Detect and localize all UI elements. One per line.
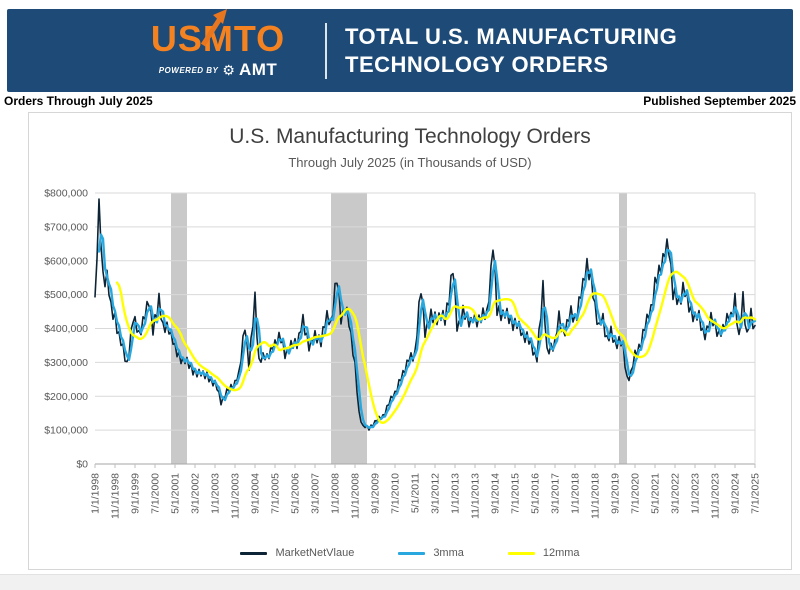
y-axis-tick-label: $400,000 bbox=[44, 323, 88, 335]
x-axis-tick-label: 9/1/2019 bbox=[610, 473, 622, 514]
x-axis-tick-label: 11/1/2003 bbox=[230, 473, 242, 519]
x-axis-tick-label: 1/1/2013 bbox=[450, 473, 462, 514]
x-axis-tick-label: 3/1/2017 bbox=[550, 473, 562, 514]
legend-swatch bbox=[398, 551, 426, 555]
x-axis-tick-label: 3/1/2012 bbox=[430, 473, 442, 514]
page-footer-strip bbox=[0, 574, 800, 590]
x-axis-tick-label: 9/1/2024 bbox=[730, 473, 742, 514]
x-axis-tick-label: 7/1/2000 bbox=[150, 473, 162, 514]
x-axis-tick-label: 1/1/2018 bbox=[570, 473, 582, 514]
y-axis-tick-label: $800,000 bbox=[44, 188, 88, 200]
legend-label: 12mma bbox=[542, 547, 580, 559]
x-axis-tick-label: 9/1/2014 bbox=[490, 473, 502, 514]
chart-title: U.S. Manufacturing Technology Orders bbox=[229, 125, 591, 148]
series-3mma bbox=[97, 233, 757, 429]
y-axis-tick-label: $300,000 bbox=[44, 357, 88, 369]
y-axis-tick-label: $200,000 bbox=[44, 391, 88, 403]
x-axis-tick-label: 5/1/2011 bbox=[410, 473, 422, 513]
y-axis-tick-label: $0 bbox=[76, 459, 88, 471]
y-axis-tick-label: $600,000 bbox=[44, 255, 88, 267]
x-axis-tick-label: 1/1/2008 bbox=[330, 473, 342, 514]
orders-through-label: Orders Through July 2025 bbox=[4, 94, 153, 108]
legend-swatch bbox=[507, 551, 535, 555]
x-axis-tick-label: 9/1/2009 bbox=[370, 473, 382, 514]
chart-panel: $0 $100,000 $200,000 $300,000 $400,000 $500,0… bbox=[28, 112, 792, 570]
x-axis-tick-label: 5/1/2016 bbox=[530, 473, 542, 514]
legend: MarketNetVlaue 3mma 12mma bbox=[29, 547, 791, 559]
x-axis-tick-label: 3/1/2002 bbox=[190, 473, 202, 514]
x-axis-tick-label: 9/1/2004 bbox=[250, 473, 262, 514]
x-axis-tick-label: 7/1/2005 bbox=[270, 473, 282, 514]
x-axis-tick-label: 11/1/2008 bbox=[350, 473, 362, 519]
orders-line-chart: $0 $100,000 $200,000 $300,000 $400,000 $500,0… bbox=[44, 188, 762, 519]
x-axis-tick-label: 5/1/2001 bbox=[170, 473, 182, 514]
x-axis-tick-label: 11/1/2023 bbox=[710, 473, 722, 519]
published-date-label: Published September 2025 bbox=[643, 94, 796, 108]
x-axis-tick-label: 7/1/2020 bbox=[630, 473, 642, 514]
x-axis-tick-label: 11/1/2013 bbox=[470, 473, 482, 519]
x-axis-tick-label: 3/1/2022 bbox=[670, 473, 682, 514]
app-header: USMTO POWERED BY ⚙ AMT TOTAL U.S. MANUFA… bbox=[7, 9, 793, 92]
series-12mma bbox=[115, 270, 757, 424]
legend-item: 12mma bbox=[507, 547, 580, 559]
x-axis-tick-label: 11/1/2018 bbox=[590, 473, 602, 519]
y-axis-tick-label: $700,000 bbox=[44, 221, 88, 233]
x-axis-tick-label: 7/1/2015 bbox=[510, 473, 522, 514]
legend-label: MarketNetVlaue bbox=[275, 547, 355, 559]
x-axis-tick-label: 5/1/2006 bbox=[290, 473, 302, 514]
chart-subtitle: Through July 2025 (in Thousands of USD) bbox=[288, 155, 532, 170]
x-axis-tick-label: 7/1/2025 bbox=[750, 473, 762, 514]
powered-by-label: POWERED BY bbox=[158, 65, 219, 75]
header-title-line1: TOTAL U.S. MANUFACTURING bbox=[345, 24, 678, 49]
header-divider bbox=[325, 22, 327, 79]
amt-wordmark: AMT bbox=[238, 60, 278, 79]
usmto-logo: USMTO POWERED BY ⚙ AMT bbox=[125, 9, 311, 80]
arrow-up-icon bbox=[200, 9, 227, 47]
y-axis-tick-label: $100,000 bbox=[44, 425, 88, 437]
header-title: TOTAL U.S. MANUFACTURING TECHNOLOGY ORDE… bbox=[345, 23, 677, 78]
header-title-line2: TECHNOLOGY ORDERS bbox=[345, 51, 609, 77]
legend-label: 3mma bbox=[433, 547, 464, 559]
x-axis-tick-label: 1/1/2003 bbox=[210, 473, 222, 514]
legend-swatch bbox=[240, 551, 268, 555]
x-axis-tick-label: 1/1/2023 bbox=[690, 473, 702, 514]
x-axis-tick-label: 5/1/2021 bbox=[650, 473, 662, 514]
x-axis-tick-label: 9/1/1999 bbox=[130, 473, 142, 514]
legend-item: MarketNetVlaue bbox=[240, 547, 354, 559]
gear-icon: ⚙ bbox=[222, 62, 235, 78]
x-axis-tick-label: 11/1/1998 bbox=[110, 473, 122, 519]
x-axis-tick-label: 7/1/2010 bbox=[390, 473, 402, 514]
legend-item: 3mma bbox=[398, 547, 464, 559]
y-axis-tick-label: $500,000 bbox=[44, 289, 88, 301]
x-axis-tick-label: 3/1/2007 bbox=[310, 473, 322, 514]
x-axis-tick-label: 1/1/1998 bbox=[90, 473, 102, 514]
powered-by-row: POWERED BY ⚙ AMT bbox=[125, 60, 311, 80]
